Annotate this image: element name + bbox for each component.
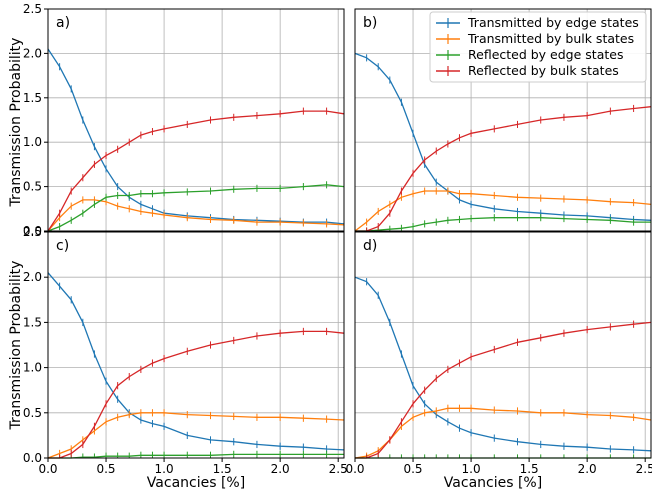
axes-frame (354, 8, 652, 232)
x-tick-label: 0.0 (345, 462, 364, 476)
y-axis-label-bottom: Transmission Probability (8, 261, 24, 431)
y-tick-label: 2.0 (23, 46, 42, 60)
y-tick-label: 1.0 (23, 361, 42, 375)
series-line (354, 407, 652, 459)
x-axis-label-right: Vacancies [%] (444, 475, 542, 491)
x-tick-label: 2.5 (329, 462, 348, 476)
y-tick-label: 2.5 (23, 225, 42, 239)
y-tick-label: 1.5 (23, 315, 42, 329)
y-tick-label: 0.5 (23, 406, 42, 420)
x-tick-label: 2.0 (271, 462, 290, 476)
y-tick-label: 1.0 (23, 135, 42, 149)
legend-entry: Transmitted by bulk states (467, 31, 634, 46)
axes-frame (47, 8, 345, 232)
x-tick-label: 1.0 (155, 462, 174, 476)
legend-box (429, 11, 647, 83)
y-axis-label-top: Transmission Probability (8, 38, 24, 208)
y-tick-label: 0.5 (23, 180, 42, 194)
x-tick-label: 1.0 (462, 462, 481, 476)
legend-entry: Transmitted by edge states (467, 15, 639, 30)
panel-2: b) (354, 8, 652, 232)
panel-label: c) (56, 238, 69, 254)
series-line (47, 48, 345, 225)
series-line (47, 272, 345, 451)
series-line (355, 217, 651, 232)
x-tick-label: 2.0 (578, 462, 597, 476)
x-tick-label: 0.5 (403, 462, 422, 476)
y-tick-label: 0.0 (23, 451, 42, 465)
panel-label: b) (363, 15, 377, 31)
x-axis-label-left: Vacancies [%] (147, 475, 245, 491)
series-line (48, 453, 344, 459)
series-line (47, 110, 345, 232)
x-tick-label: 1.5 (520, 462, 539, 476)
y-tick-label: 0.0 (23, 224, 42, 238)
legend-entry: Reflected by edge states (468, 47, 623, 62)
series-line (47, 412, 345, 459)
x-tick-label: 1.5 (213, 462, 232, 476)
series-line (47, 184, 345, 232)
panel-4: d) 0.0 0.5 1.0 1.5 2.0 2.5 (345, 231, 652, 476)
panel-1: a) 0.0 0.5 1.0 1.5 2.0 2.5 (23, 2, 345, 238)
panel-label: a) (56, 15, 70, 31)
x-tick-label: 0.5 (96, 462, 115, 476)
series-line (355, 106, 652, 232)
y-tick-label: 2.0 (23, 270, 42, 284)
y-tick-label: 1.5 (23, 91, 42, 105)
series-line (47, 199, 345, 232)
panel-label: d) (363, 238, 377, 254)
panel-3: c)0.00.51.01.52.02.50.0 0.5 1.0 1.5 2.0 2.5 (23, 225, 348, 476)
legend-entry: Reflected by bulk states (468, 63, 619, 78)
x-tick-label: 2.5 (636, 462, 652, 476)
series-line (354, 190, 652, 232)
axes-frame (47, 231, 345, 459)
series-line (355, 321, 652, 459)
y-tick-label: 2.5 (23, 2, 42, 16)
x-tick-label: 0.0 (38, 462, 57, 476)
axes-frame (354, 231, 652, 459)
